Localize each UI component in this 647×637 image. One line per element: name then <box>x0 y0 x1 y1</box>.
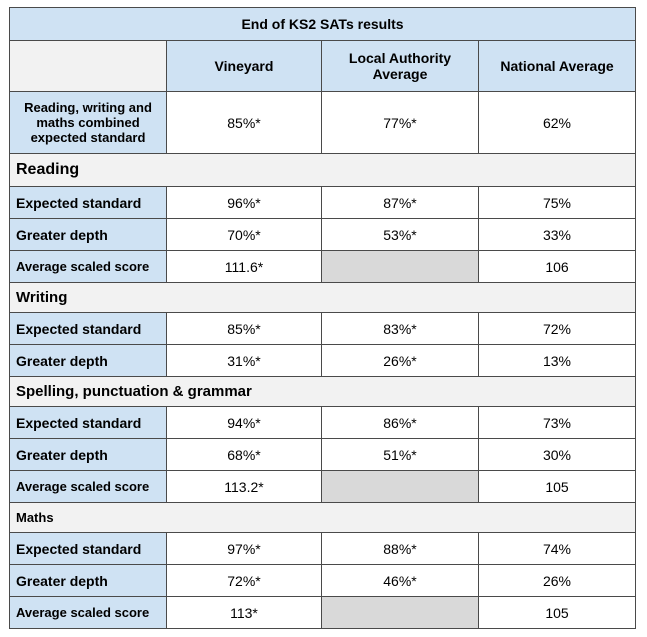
header-row: Vineyard Local Authority Average Nationa… <box>9 40 637 92</box>
row-label: Greater depth <box>9 344 167 377</box>
cell-local-authority: 26%* <box>321 344 479 377</box>
cell-national: 62% <box>477 91 637 154</box>
cell-vineyard: 113* <box>166 596 322 629</box>
table-row: Greater depth 68%* 51%* 30% <box>9 438 637 471</box>
table-row: Average scaled score 113.2* 105 <box>9 470 637 503</box>
cell-national: 73% <box>477 406 637 439</box>
section-title: Spelling, punctuation & grammar <box>8 376 637 407</box>
cell-local-authority-empty <box>321 470 479 503</box>
cell-vineyard: 72%* <box>166 564 322 597</box>
table-row: Greater depth 70%* 53%* 33% <box>9 218 637 251</box>
cell-national: 105 <box>477 470 637 503</box>
cell-local-authority-empty <box>321 250 479 283</box>
cell-vineyard: 97%* <box>166 532 322 565</box>
cell-local-authority: 51%* <box>321 438 479 471</box>
header-blank-cell <box>9 40 167 92</box>
cell-local-authority: 86%* <box>321 406 479 439</box>
row-label: Expected standard <box>9 406 167 439</box>
table-row: Expected standard 94%* 86%* 73% <box>9 406 637 439</box>
table-row: Average scaled score 113* 105 <box>9 596 637 629</box>
cell-local-authority: 88%* <box>321 532 479 565</box>
table-row: Expected standard 96%* 87%* 75% <box>9 186 637 219</box>
cell-vineyard: 96%* <box>166 186 322 219</box>
row-label: Greater depth <box>9 438 167 471</box>
cell-vineyard: 94%* <box>166 406 322 439</box>
cell-national: 13% <box>477 344 637 377</box>
table-title: End of KS2 SATs results <box>8 7 637 41</box>
sats-results-table: End of KS2 SATs results Vineyard Local A… <box>8 7 637 629</box>
cell-vineyard: 85%* <box>166 312 322 345</box>
cell-local-authority: 83%* <box>321 312 479 345</box>
cell-local-authority-empty <box>321 596 479 629</box>
column-header-national: National Average <box>477 40 637 92</box>
row-label: Expected standard <box>9 532 167 565</box>
table-row: Expected standard 97%* 88%* 74% <box>9 532 637 565</box>
row-label: Average scaled score <box>9 470 167 503</box>
cell-national: 30% <box>477 438 637 471</box>
cell-vineyard: 113.2* <box>166 470 322 503</box>
row-label: Greater depth <box>9 564 167 597</box>
cell-vineyard: 70%* <box>166 218 322 251</box>
table-row: Greater depth 72%* 46%* 26% <box>9 564 637 597</box>
cell-vineyard: 68%* <box>166 438 322 471</box>
section-writing: Writing <box>8 282 637 313</box>
cell-national: 72% <box>477 312 637 345</box>
table-row: Greater depth 31%* 26%* 13% <box>9 344 637 377</box>
section-maths: Maths <box>8 502 637 533</box>
cell-local-authority: 77%* <box>321 91 479 154</box>
cell-vineyard: 111.6* <box>166 250 322 283</box>
cell-vineyard: 85%* <box>166 91 322 154</box>
section-title: Reading <box>8 153 637 187</box>
section-spag: Spelling, punctuation & grammar <box>8 376 637 407</box>
cell-local-authority: 53%* <box>321 218 479 251</box>
cell-national: 75% <box>477 186 637 219</box>
cell-national: 74% <box>477 532 637 565</box>
section-reading: Reading <box>8 153 637 187</box>
cell-national: 26% <box>477 564 637 597</box>
row-label: Expected standard <box>9 312 167 345</box>
cell-local-authority: 46%* <box>321 564 479 597</box>
row-label: Expected standard <box>9 186 167 219</box>
row-label: Average scaled score <box>9 250 167 283</box>
cell-national: 105 <box>477 596 637 629</box>
row-label: Greater depth <box>9 218 167 251</box>
table-row: Expected standard 85%* 83%* 72% <box>9 312 637 345</box>
title-row: End of KS2 SATs results <box>8 7 637 41</box>
section-title: Maths <box>8 502 637 533</box>
cell-national: 33% <box>477 218 637 251</box>
row-label: Reading, writing and maths combined expe… <box>9 91 167 154</box>
combined-row: Reading, writing and maths combined expe… <box>9 91 637 154</box>
cell-national: 106 <box>477 250 637 283</box>
column-header-vineyard: Vineyard <box>166 40 322 92</box>
section-title: Writing <box>8 282 637 313</box>
column-header-local-authority: Local Authority Average <box>321 40 479 92</box>
table-row: Average scaled score 111.6* 106 <box>9 250 637 283</box>
row-label: Average scaled score <box>9 596 167 629</box>
cell-vineyard: 31%* <box>166 344 322 377</box>
cell-local-authority: 87%* <box>321 186 479 219</box>
